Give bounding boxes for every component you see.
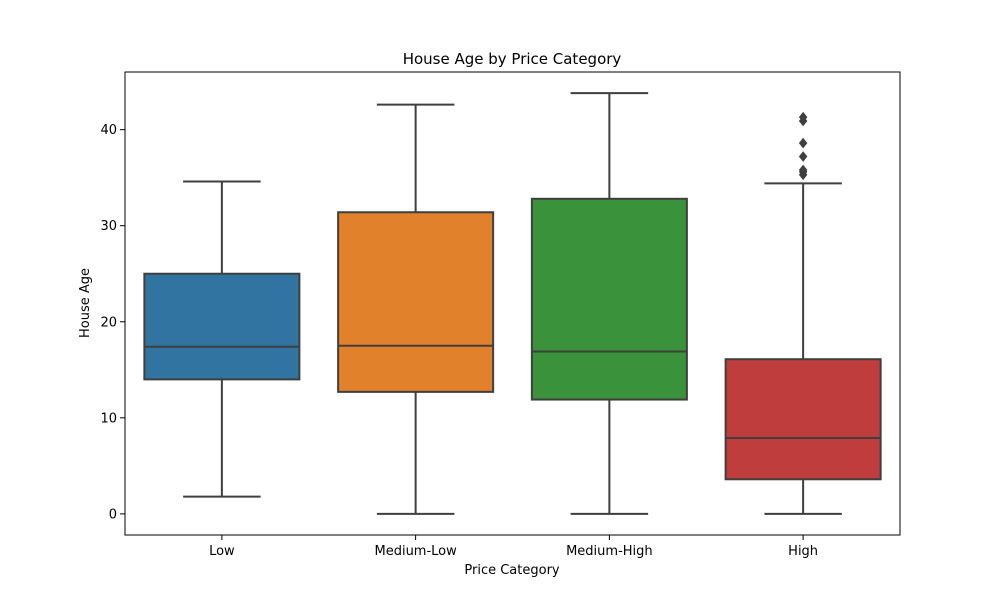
x-tick-label: High <box>788 544 818 559</box>
outlier-point <box>798 137 808 149</box>
plot-area <box>143 92 882 515</box>
x-tick-label: Medium-Low <box>374 544 457 559</box>
x-tick-label: Low <box>209 544 235 559</box>
x-tick-label: Medium-High <box>566 544 653 559</box>
y-axis: 0 10 20 30 40 <box>100 123 125 522</box>
box-group-high <box>724 111 882 515</box>
box-iqr <box>530 197 688 401</box>
box-group-medium-high <box>530 92 688 515</box>
y-tick-label: 30 <box>100 219 117 234</box>
box-iqr <box>143 272 301 381</box>
x-axis-label: Price Category <box>464 563 560 578</box>
y-tick-label: 10 <box>100 411 117 426</box>
box-iqr <box>337 211 495 393</box>
y-tick-label: 0 <box>109 507 117 522</box>
outlier-point <box>798 164 808 176</box>
x-axis: Low Medium-Low Medium-High High <box>209 535 818 559</box>
outlier-point <box>798 111 808 123</box>
outlier-point <box>798 151 808 162</box>
box-iqr <box>724 358 882 481</box>
box-group-low <box>143 180 301 498</box>
y-tick-label: 20 <box>100 315 117 330</box>
chart-title: House Age by Price Category <box>403 50 622 68</box>
plot-frame <box>124 71 901 536</box>
y-axis-label: House Age <box>78 268 93 338</box>
box-group-medium-low <box>337 103 495 515</box>
y-tick-label: 40 <box>100 123 117 138</box>
